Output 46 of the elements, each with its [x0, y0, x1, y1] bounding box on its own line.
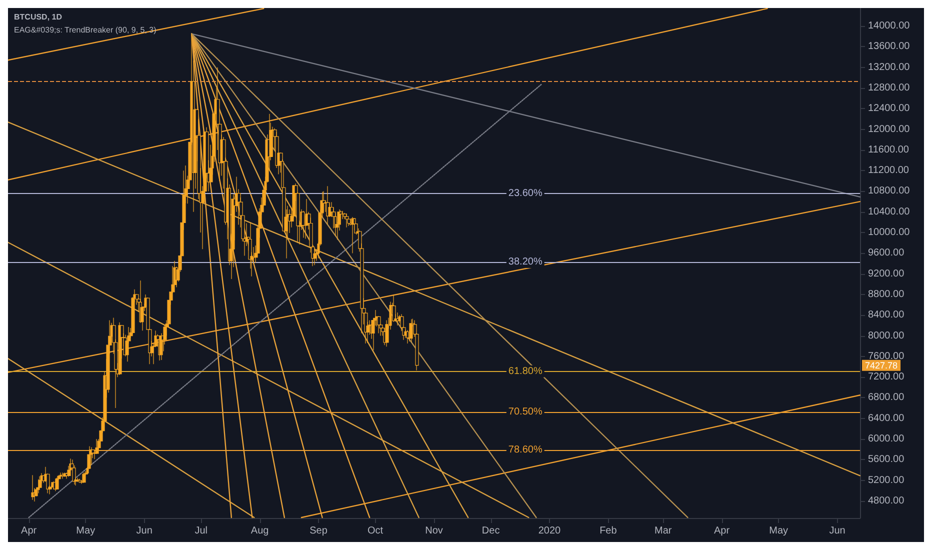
- y-tick-label: 14000.00: [868, 20, 910, 32]
- annotation: 61.80%: [508, 366, 542, 377]
- y-tick-label: 4800.00: [868, 495, 905, 506]
- x-tick-label: Jul: [194, 526, 208, 536]
- y-tick-label: 13600.00: [868, 41, 910, 52]
- x-tick-label: Aug: [250, 526, 269, 536]
- y-tick-label: 12400.00: [868, 103, 910, 114]
- y-tick-label: 10000.00: [868, 227, 910, 238]
- y-tick-label: 5600.00: [868, 454, 905, 466]
- y-tick-label: 12000.00: [868, 124, 910, 135]
- y-tick-label: 6400.00: [868, 412, 905, 424]
- y-tick-label: 8400.00: [868, 310, 905, 321]
- y-tick-label: 5200.00: [868, 474, 905, 486]
- x-tick-label: Mar: [654, 526, 672, 536]
- y-tick-label: 11600.00: [868, 144, 910, 156]
- x-tick-label: Jun: [829, 526, 846, 536]
- x-tick-label: Feb: [600, 526, 618, 536]
- y-tick-label: 9200.00: [868, 268, 905, 280]
- x-tick-label: May: [769, 526, 788, 536]
- x-tick-label: Nov: [425, 526, 443, 536]
- y-tick-label: 6800.00: [868, 392, 905, 404]
- y-tick-label: 11200.00: [868, 165, 910, 176]
- x-tick-label: Dec: [482, 526, 500, 536]
- annotation: 23.60%: [508, 188, 542, 199]
- x-tick-label: Apr: [21, 526, 38, 536]
- text: BTCUSD, 1D: [14, 12, 62, 22]
- text: 7427.78: [865, 360, 898, 370]
- y-tick-label: 8000.00: [868, 330, 905, 342]
- x-tick-label: Sep: [310, 526, 328, 536]
- x-tick-label: 2020: [538, 526, 562, 536]
- x-tick-label: Apr: [714, 526, 730, 536]
- annotation: 38.20%: [508, 256, 542, 268]
- y-tick-label: 7200.00: [868, 372, 905, 383]
- y-tick-label: 10400.00: [868, 206, 910, 218]
- annotation: 70.50%: [508, 406, 542, 418]
- y-tick-label: 12800.00: [868, 82, 910, 94]
- y-tick-label: 10800.00: [868, 186, 910, 197]
- y-tick-label: 13200.00: [868, 62, 910, 73]
- x-tick-label: Oct: [368, 526, 384, 536]
- x-tick-label: Jun: [136, 526, 152, 536]
- y-tick-label: 7600.00: [868, 350, 905, 362]
- y-tick-label: 6000.00: [868, 434, 905, 445]
- y-tick-label: 8800.00: [868, 288, 905, 300]
- annotation: 78.60%: [508, 444, 542, 456]
- y-tick-label: 9600.00: [868, 248, 905, 259]
- x-tick-label: May: [76, 526, 96, 536]
